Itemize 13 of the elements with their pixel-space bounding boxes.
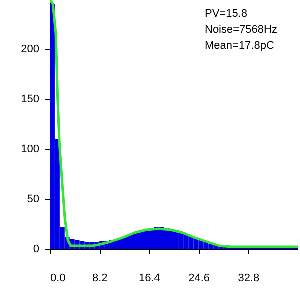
y-tick-label: 150 <box>21 94 40 106</box>
x-tick-label: 32.8 <box>238 272 260 284</box>
y-tick-label: 200 <box>21 44 40 56</box>
x-tick-label: 24.6 <box>188 272 210 284</box>
y-tick-label: 50 <box>27 194 40 206</box>
annotation: Mean=17.8pC <box>205 40 274 52</box>
y-tick-label: 100 <box>21 144 40 156</box>
annotation: PV=15.8 <box>205 8 248 20</box>
annotation: Noise=7568Hz <box>205 24 278 36</box>
x-tick-label: 8.2 <box>92 272 108 284</box>
x-tick-label: 0.0 <box>50 272 66 284</box>
x-tick-label: 16.4 <box>138 272 160 284</box>
y-tick-label: 0 <box>33 244 40 256</box>
